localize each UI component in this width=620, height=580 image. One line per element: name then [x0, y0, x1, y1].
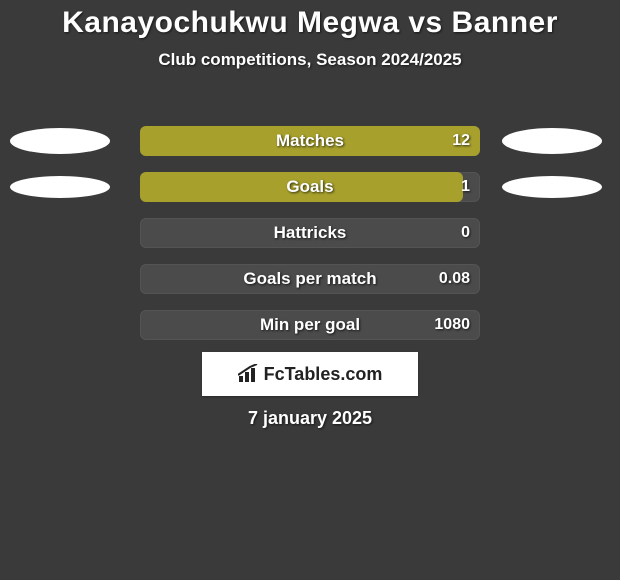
stat-row: Hattricks0 [0, 210, 620, 256]
stat-rows: Matches12Goals1Hattricks0Goals per match… [0, 118, 620, 348]
bar-track [140, 126, 480, 156]
comparison-infographic: Kanayochukwu Megwa vs Banner Club compet… [0, 0, 620, 580]
attribution-brand: FcTables.com [238, 364, 383, 385]
right-ellipse [502, 176, 602, 198]
bar-fill [140, 172, 463, 202]
left-ellipse [10, 128, 110, 154]
stat-row: Goals per match0.08 [0, 256, 620, 302]
stat-row: Min per goal1080 [0, 302, 620, 348]
stat-row: Matches12 [0, 118, 620, 164]
bar-fill [140, 126, 480, 156]
bar-track [140, 172, 480, 202]
bar-track [140, 218, 480, 248]
generation-date: 7 january 2025 [0, 408, 620, 429]
stat-row: Goals1 [0, 164, 620, 210]
right-ellipse [502, 128, 602, 154]
bar-track [140, 310, 480, 340]
bar-track [140, 264, 480, 294]
page-subtitle: Club competitions, Season 2024/2025 [0, 50, 620, 70]
page-title: Kanayochukwu Megwa vs Banner [0, 0, 620, 40]
attribution-box: FcTables.com [202, 352, 418, 396]
chart-icon [238, 364, 260, 384]
left-ellipse [10, 176, 110, 198]
attribution-text: FcTables.com [264, 364, 383, 385]
